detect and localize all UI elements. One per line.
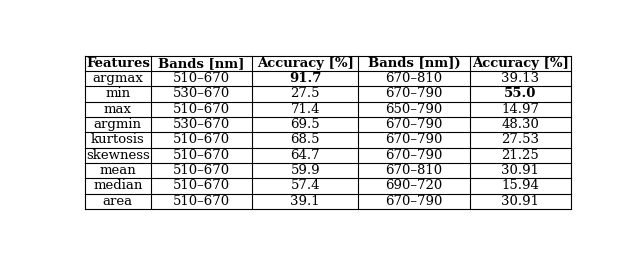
Text: 530–670: 530–670 [173,118,230,131]
Text: 510–670: 510–670 [173,195,230,208]
Text: 68.5: 68.5 [291,133,320,146]
Text: 15.94: 15.94 [502,179,540,193]
Text: 91.7: 91.7 [289,72,321,85]
Text: 64.7: 64.7 [291,149,320,162]
Text: 69.5: 69.5 [291,118,320,131]
Text: 670–790: 670–790 [385,118,443,131]
Text: 650–790: 650–790 [385,103,443,116]
Text: mean: mean [99,164,136,177]
Text: 510–670: 510–670 [173,149,230,162]
Text: min: min [106,88,131,101]
Text: median: median [93,179,143,193]
Text: Features: Features [86,57,150,70]
Text: 48.30: 48.30 [502,118,540,131]
Text: 71.4: 71.4 [291,103,320,116]
Text: 55.0: 55.0 [504,88,536,101]
Text: 30.91: 30.91 [501,164,540,177]
Text: Bands [nm]): Bands [nm]) [368,57,460,70]
Text: 690–720: 690–720 [385,179,443,193]
Text: 530–670: 530–670 [173,88,230,101]
Text: 670–790: 670–790 [385,149,443,162]
Text: 57.4: 57.4 [291,179,320,193]
Text: 39.1: 39.1 [291,195,320,208]
Text: Accuracy [%]: Accuracy [%] [472,57,569,70]
Text: 670–790: 670–790 [385,88,443,101]
Text: 510–670: 510–670 [173,103,230,116]
Text: argmax: argmax [92,72,143,85]
Text: 510–670: 510–670 [173,179,230,193]
Text: skewness: skewness [86,149,150,162]
Text: 14.97: 14.97 [501,103,540,116]
Text: 21.25: 21.25 [502,149,540,162]
Text: 670–810: 670–810 [385,164,443,177]
Text: 510–670: 510–670 [173,133,230,146]
Text: 670–790: 670–790 [385,195,443,208]
Text: 27.53: 27.53 [501,133,540,146]
Text: argmin: argmin [94,118,142,131]
Text: 510–670: 510–670 [173,164,230,177]
Text: 30.91: 30.91 [501,195,540,208]
Text: 510–670: 510–670 [173,72,230,85]
Text: 59.9: 59.9 [291,164,320,177]
Text: 670–810: 670–810 [385,72,443,85]
Text: 670–790: 670–790 [385,133,443,146]
Text: area: area [103,195,133,208]
Text: Accuracy [%]: Accuracy [%] [257,57,354,70]
Text: 27.5: 27.5 [291,88,320,101]
Text: max: max [104,103,132,116]
Text: 39.13: 39.13 [501,72,540,85]
Text: Bands [nm]: Bands [nm] [158,57,244,70]
Text: kurtosis: kurtosis [91,133,145,146]
